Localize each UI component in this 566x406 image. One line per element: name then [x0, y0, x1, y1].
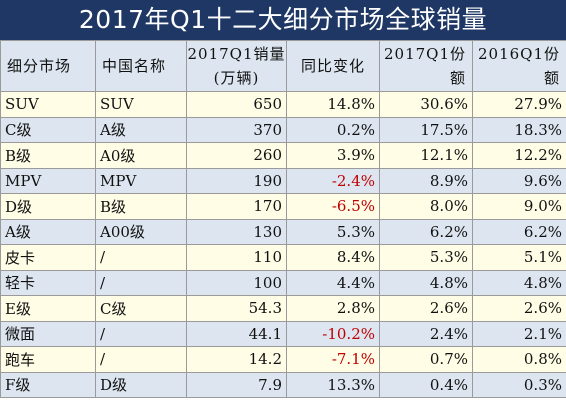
share-2016-cell: 0.8%: [472, 346, 566, 373]
yoy-cell: 3.9%: [286, 142, 380, 169]
segment-cell: A级: [0, 218, 96, 245]
header-share-2016: 2016Q1份额: [472, 40, 566, 92]
yoy-cell: -6.5%: [286, 193, 380, 220]
header-yoy: 同比变化: [286, 40, 380, 92]
header-row: 细分市场 中国名称 2017Q1销量(万辆) 同比变化 2017Q1份额 201…: [0, 40, 566, 92]
table-row: C级 A级 370 0.2% 17.5% 18.3%: [0, 116, 566, 143]
share-2017-cell: 2.4%: [379, 320, 473, 347]
yoy-cell: 5.3%: [286, 218, 380, 245]
sales-cell: 190: [186, 167, 287, 194]
share-2016-cell: 4.8%: [472, 269, 566, 296]
header-sales: 2017Q1销量(万辆): [186, 40, 287, 92]
cn-name-cell: A00级: [95, 218, 187, 245]
cn-name-cell: /: [95, 244, 187, 271]
share-2016-cell: 27.9%: [472, 91, 566, 118]
yoy-cell: 13.3%: [286, 371, 380, 398]
share-2017-cell: 2.6%: [379, 295, 473, 322]
yoy-cell: 4.4%: [286, 269, 380, 296]
sales-cell: 110: [186, 244, 287, 271]
sales-cell: 54.3: [186, 295, 287, 322]
table-row: B级 A0级 260 3.9% 12.1% 12.2%: [0, 142, 566, 169]
share-2016-cell: 2.1%: [472, 320, 566, 347]
yoy-cell: 14.8%: [286, 91, 380, 118]
table-row: D级 B级 170 -6.5% 8.0% 9.0%: [0, 193, 566, 220]
yoy-cell: -2.4%: [286, 167, 380, 194]
share-2016-cell: 9.0%: [472, 193, 566, 220]
share-2016-cell: 6.2%: [472, 218, 566, 245]
share-2017-cell: 5.3%: [379, 244, 473, 271]
share-2016-cell: 12.2%: [472, 142, 566, 169]
share-2017-cell: 30.6%: [379, 91, 473, 118]
segment-cell: 轻卡: [0, 269, 96, 296]
share-2017-cell: 6.2%: [379, 218, 473, 245]
cn-name-cell: /: [95, 346, 187, 373]
table-row: 微面/44.1 -10.2% 2.4% 2.1%: [0, 320, 566, 347]
sales-cell: 260: [186, 142, 287, 169]
yoy-cell: 8.4%: [286, 244, 380, 271]
sales-cell: 44.1: [186, 320, 287, 347]
share-2017-cell: 4.8%: [379, 269, 473, 296]
cn-name-cell: B级: [95, 193, 187, 220]
cn-name-cell: /: [95, 269, 187, 296]
share-2017-cell: 8.9%: [379, 167, 473, 194]
header-share-2017: 2017Q1份额: [379, 40, 473, 92]
cn-name-cell: SUV: [95, 91, 187, 118]
share-2016-cell: 9.6%: [472, 167, 566, 194]
segment-cell: D级: [0, 193, 96, 220]
segment-cell: SUV: [0, 91, 96, 118]
segment-cell: B级: [0, 142, 96, 169]
sales-cell: 170: [186, 193, 287, 220]
cn-name-cell: A0级: [95, 142, 187, 169]
cn-name-cell: /: [95, 320, 187, 347]
table-title: 2017年Q1十二大细分市场全球销量: [0, 0, 566, 40]
yoy-cell: 0.2%: [286, 116, 380, 143]
table-row: 皮卡/110 8.4% 5.3% 5.1%: [0, 244, 566, 271]
yoy-cell: -7.1%: [286, 346, 380, 373]
yoy-cell: -10.2%: [286, 320, 380, 347]
sales-cell: 7.9: [186, 371, 287, 398]
segment-cell: E级: [0, 295, 96, 322]
share-2016-cell: 5.1%: [472, 244, 566, 271]
share-2016-cell: 18.3%: [472, 116, 566, 143]
share-2016-cell: 0.3%: [472, 371, 566, 398]
cn-name-cell: D级: [95, 371, 187, 398]
share-2017-cell: 12.1%: [379, 142, 473, 169]
table-row: SUV SUV 650 14.8% 30.6% 27.9%: [0, 91, 566, 118]
table-body: SUV SUV 650 14.8% 30.6% 27.9% C级 A级 370 0.2% 17.5%…: [0, 91, 566, 398]
share-2017-cell: 0.7%: [379, 346, 473, 373]
segment-cell: 皮卡: [0, 244, 96, 271]
segment-cell: 跑车: [0, 346, 96, 373]
yoy-cell: 2.8%: [286, 295, 380, 322]
share-2017-cell: 17.5%: [379, 116, 473, 143]
cn-name-cell: MPV: [95, 167, 187, 194]
sales-cell: 14.2: [186, 346, 287, 373]
segment-cell: MPV: [0, 167, 96, 194]
sales-cell: 370: [186, 116, 287, 143]
table-row: 轻卡/100 4.4% 4.8% 4.8%: [0, 269, 566, 296]
share-2016-cell: 2.6%: [472, 295, 566, 322]
table-row: 跑车/14.2 -7.1% 0.7% 0.8%: [0, 346, 566, 373]
segment-sales-table: 细分市场 中国名称 2017Q1销量(万辆) 同比变化 2017Q1份额 201…: [0, 40, 566, 398]
sales-cell: 100: [186, 269, 287, 296]
header-cn-name: 中国名称: [95, 40, 187, 92]
segment-cell: 微面: [0, 320, 96, 347]
share-2017-cell: 0.4%: [379, 371, 473, 398]
segment-cell: C级: [0, 116, 96, 143]
table-row: E级 C级 54.3 2.8% 2.6% 2.6%: [0, 295, 566, 322]
cn-name-cell: A级: [95, 116, 187, 143]
segment-cell: F级: [0, 371, 96, 398]
share-2017-cell: 8.0%: [379, 193, 473, 220]
table-row: MPV MPV 190 -2.4% 8.9% 9.6%: [0, 167, 566, 194]
sales-cell: 650: [186, 91, 287, 118]
cn-name-cell: C级: [95, 295, 187, 322]
table-row: A级 A00级 130 5.3% 6.2% 6.2%: [0, 218, 566, 245]
table-row: F级 D级 7.9 13.3% 0.4% 0.3%: [0, 371, 566, 398]
sales-cell: 130: [186, 218, 287, 245]
header-segment: 细分市场: [0, 40, 96, 92]
